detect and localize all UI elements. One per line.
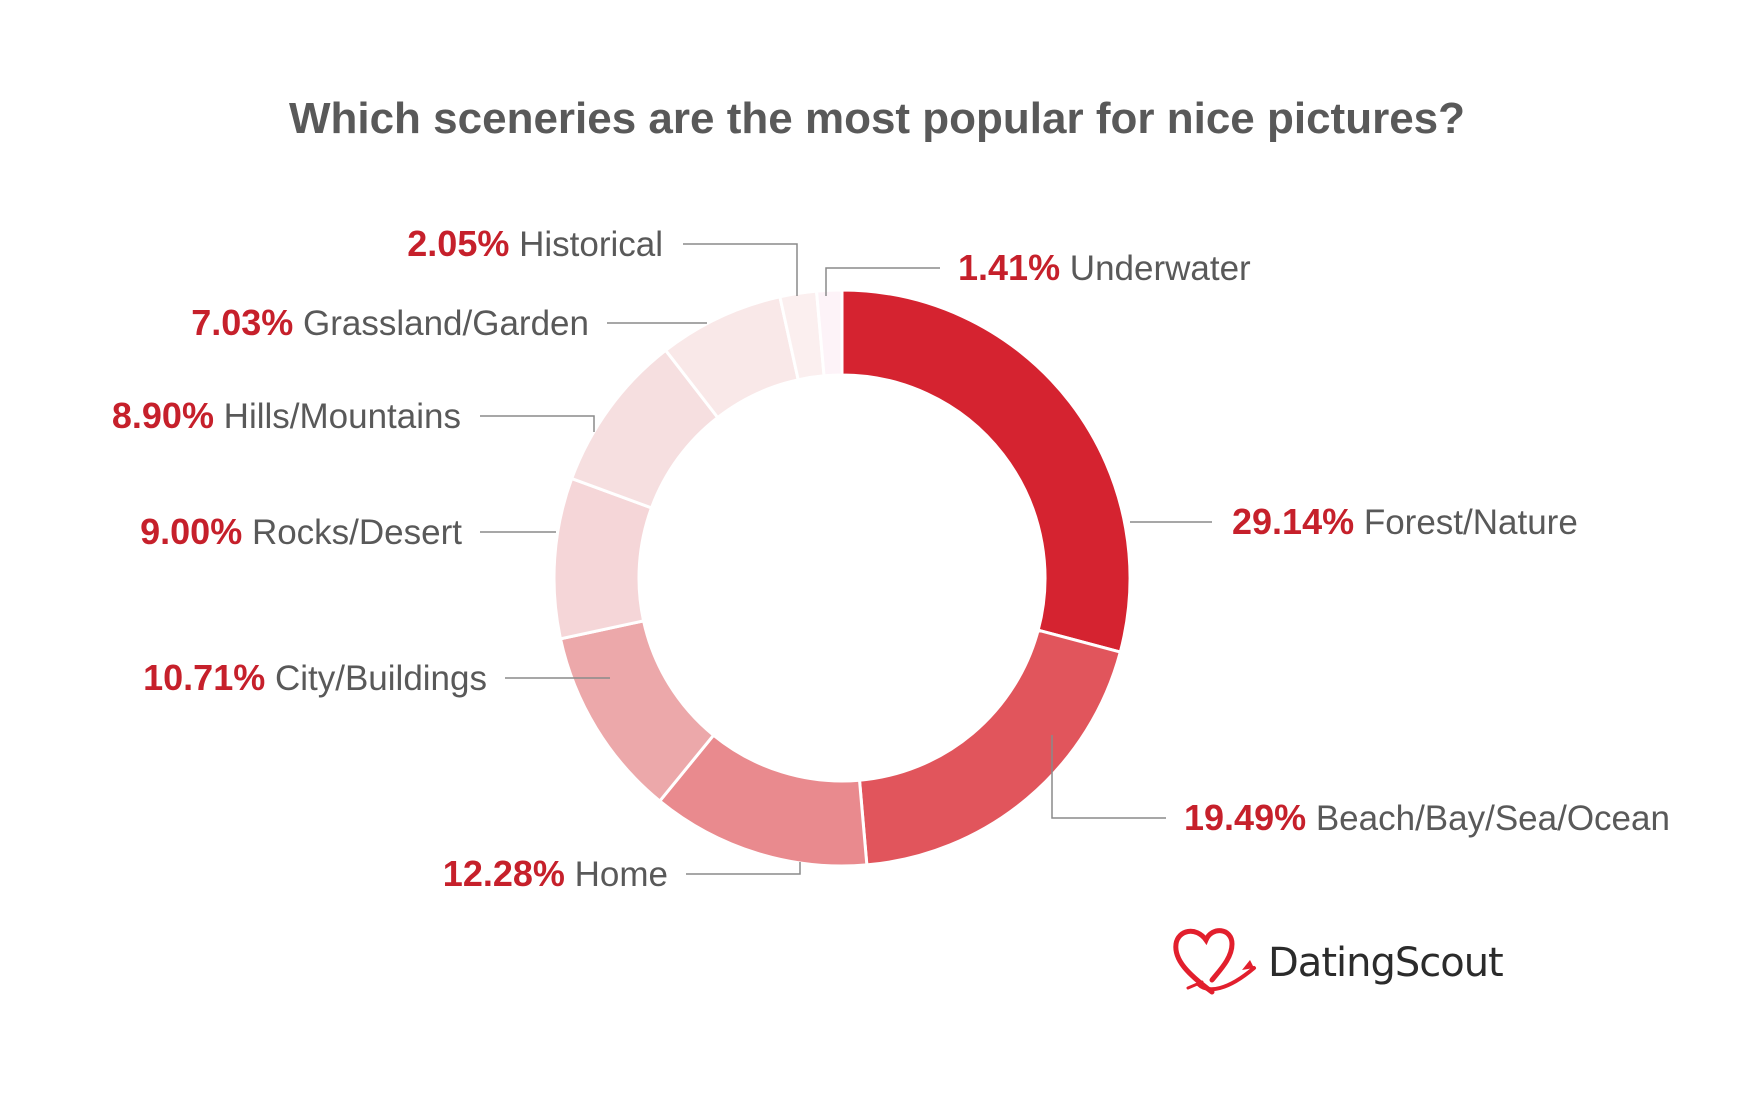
- slices-group: [552, 288, 1132, 868]
- slice-label: 7.03% Grassland/Garden: [191, 302, 589, 343]
- slice-percent: 2.05%: [407, 223, 509, 264]
- slice-percent: 10.71%: [143, 657, 265, 698]
- slice-percent: 29.14%: [1232, 501, 1354, 542]
- slice-name: Underwater: [1060, 249, 1251, 288]
- heart-arrow-icon: [1173, 928, 1256, 995]
- slice-label: 19.49% Beach/Bay/Sea/Ocean: [1184, 797, 1670, 838]
- slice-name: Home: [565, 855, 668, 894]
- slice-label: 10.71% City/Buildings: [143, 657, 487, 698]
- leader-line: [686, 862, 801, 875]
- slice-label: 12.28% Home: [443, 853, 668, 894]
- slice-label: 8.90% Hills/Mountains: [112, 395, 461, 436]
- slice-percent: 9.00%: [140, 511, 242, 552]
- slice-name: City/Buildings: [265, 659, 487, 698]
- brand-name: DatingScout: [1268, 940, 1504, 986]
- slice-name: Rocks/Desert: [242, 513, 462, 552]
- leader-line: [825, 267, 940, 296]
- slice-percent: 8.90%: [112, 395, 214, 436]
- leader-lines-group: [480, 243, 1212, 875]
- slice-percent: 1.41%: [958, 247, 1060, 288]
- slice-beach-bay-sea-ocean: [857, 628, 1123, 867]
- leader-line: [683, 243, 798, 296]
- chart-title: Which sceneries are the most popular for…: [288, 94, 1466, 143]
- slice-underwater: [814, 288, 844, 378]
- slice-label: 9.00% Rocks/Desert: [140, 511, 462, 552]
- leader-line: [480, 415, 595, 432]
- datingscout-logo: DatingScout: [1168, 922, 1528, 1002]
- slice-percent: 12.28%: [443, 853, 565, 894]
- slice-label: 2.05% Historical: [407, 223, 663, 264]
- slice-name: Hills/Mountains: [214, 397, 461, 436]
- slice-label: 29.14% Forest/Nature: [1232, 501, 1578, 542]
- slice-forest-nature: [840, 288, 1132, 654]
- slice-name: Historical: [509, 225, 663, 264]
- leader-line: [1051, 735, 1166, 819]
- slice-label: 1.41% Underwater: [958, 247, 1251, 288]
- slice-percent: 7.03%: [191, 302, 293, 343]
- labels-group: 29.14% Forest/Nature 19.49% Beach/Bay/Sea…: [112, 223, 1670, 894]
- slice-name: Beach/Bay/Sea/Ocean: [1306, 799, 1670, 838]
- slice-percent: 19.49%: [1184, 797, 1306, 838]
- slice-name: Grassland/Garden: [293, 304, 589, 343]
- slice-name: Forest/Nature: [1354, 503, 1578, 542]
